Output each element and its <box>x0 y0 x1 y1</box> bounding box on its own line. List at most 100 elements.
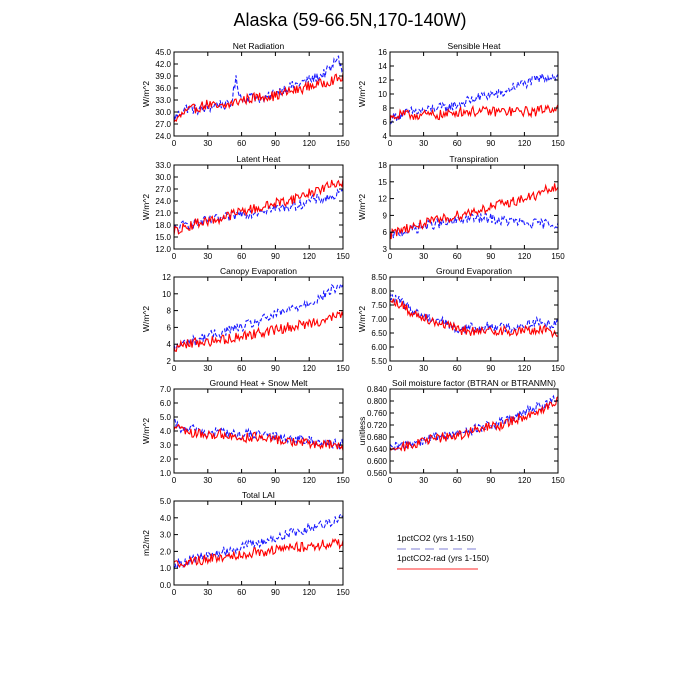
series-line-pctco2-rad <box>174 538 343 568</box>
y-tick-label: 6.0 <box>160 399 172 408</box>
y-tick-label: 8 <box>167 307 172 316</box>
x-tick-label: 90 <box>271 364 280 373</box>
y-tick-label: 5.50 <box>371 357 387 366</box>
y-tick-label: 39.0 <box>155 72 171 81</box>
y-tick-label: 12 <box>162 273 171 282</box>
plot-frame <box>389 276 559 362</box>
y-tick-label: 33.0 <box>155 96 171 105</box>
x-tick-label: 150 <box>551 252 565 261</box>
series-line-pctco2-rad <box>390 104 558 121</box>
legend-label: 1pctCO2-rad (yrs 1-150) <box>397 553 489 563</box>
panel-title: Total LAI <box>242 490 275 500</box>
x-tick-label: 0 <box>172 364 177 373</box>
x-tick-label: 30 <box>203 476 212 485</box>
panel-8: 0 30 60 90 120 150 0.0 1.0 2.0 3.0 4.0 5.0 Total LAI… <box>141 490 350 597</box>
y-tick-label: 27.0 <box>155 185 171 194</box>
y-tick-label: 12.0 <box>155 245 171 254</box>
y-tick-label: 3 <box>383 245 388 254</box>
y-tick-label: 8.50 <box>371 273 387 282</box>
y-tick-label: 30.0 <box>155 173 171 182</box>
y-tick-label: 8.00 <box>371 287 387 296</box>
series-line-pctco2 <box>390 212 558 239</box>
x-tick-label: 30 <box>203 252 212 261</box>
y-tick-label: 10 <box>162 290 171 299</box>
y-axis-label: W/m^2 <box>357 306 367 332</box>
series-line-pctco2-rad <box>390 183 558 240</box>
y-tick-label: 5.0 <box>160 413 172 422</box>
y-tick-label: 24.0 <box>155 197 171 206</box>
x-tick-label: 0 <box>388 139 393 148</box>
y-tick-label: 6 <box>167 323 172 332</box>
x-tick-label: 30 <box>203 139 212 148</box>
x-tick-label: 90 <box>271 476 280 485</box>
y-tick-label: 30.0 <box>155 108 171 117</box>
x-tick-label: 30 <box>419 476 428 485</box>
series-line-pctco2 <box>390 394 558 451</box>
y-tick-label: 0.0 <box>160 581 172 590</box>
y-axis-label: W/m^2 <box>357 194 367 220</box>
legend-label: 1pctCO2 (yrs 1-150) <box>397 533 474 543</box>
plot-frame <box>389 51 559 137</box>
x-tick-label: 90 <box>271 588 280 597</box>
x-tick-label: 150 <box>336 476 350 485</box>
panel-0: 0 30 60 90 120 150 24.0 27.0 30.0 33.0 36.0 39.0 42.… <box>141 41 350 148</box>
y-axis-label: unitless <box>357 417 367 446</box>
x-tick-label: 150 <box>551 139 565 148</box>
series-line-pctco2-rad <box>390 298 558 339</box>
y-tick-label: 0.800 <box>367 397 388 406</box>
series-line-pctco2-rad <box>390 396 558 452</box>
y-tick-label: 33.0 <box>155 161 171 170</box>
x-tick-label: 60 <box>453 252 462 261</box>
y-tick-label: 27.0 <box>155 120 171 129</box>
x-tick-label: 120 <box>518 139 532 148</box>
x-tick-label: 30 <box>419 364 428 373</box>
plot-frame <box>173 164 344 250</box>
series-line-pctco2-rad <box>174 310 343 352</box>
y-tick-label: 8 <box>383 104 388 113</box>
y-tick-label: 9 <box>383 211 388 220</box>
x-tick-label: 90 <box>486 252 495 261</box>
x-tick-label: 30 <box>419 139 428 148</box>
y-tick-label: 6.00 <box>371 343 387 352</box>
y-tick-label: 3.0 <box>160 531 172 540</box>
x-tick-label: 30 <box>419 252 428 261</box>
y-tick-label: 6 <box>383 118 388 127</box>
y-tick-label: 18 <box>378 161 387 170</box>
y-tick-label: 6.50 <box>371 329 387 338</box>
x-tick-label: 150 <box>336 139 350 148</box>
plot-frame <box>173 51 344 137</box>
series-line-pctco2 <box>174 282 343 350</box>
y-tick-label: 16 <box>378 48 387 57</box>
panel-title: Canopy Evaporation <box>220 266 297 276</box>
y-tick-label: 12 <box>378 195 387 204</box>
x-tick-label: 0 <box>172 588 177 597</box>
x-tick-label: 60 <box>237 476 246 485</box>
panel-title: Latent Heat <box>237 154 282 164</box>
y-tick-label: 4 <box>383 132 388 141</box>
y-tick-label: 42.0 <box>155 60 171 69</box>
x-tick-label: 90 <box>271 139 280 148</box>
panel-6: 0 30 60 90 120 150 1.0 2.0 3.0 4.0 5.0 6.0 7.0 Ground… <box>141 378 350 485</box>
y-tick-label: 0.840 <box>367 385 388 394</box>
y-axis-label: W/m^2 <box>141 306 151 332</box>
legend: 1pctCO2 (yrs 1-150) 1pctCO2-rad (yrs 1-15… <box>397 533 489 570</box>
x-tick-label: 120 <box>303 364 317 373</box>
y-tick-label: 10 <box>378 90 387 99</box>
y-tick-label: 2 <box>167 357 172 366</box>
series-line-pctco2-rad <box>174 73 343 123</box>
y-axis-label: W/m^2 <box>141 194 151 220</box>
x-tick-label: 90 <box>486 364 495 373</box>
y-tick-label: 0.640 <box>367 445 388 454</box>
x-tick-label: 0 <box>388 252 393 261</box>
x-tick-label: 30 <box>203 364 212 373</box>
y-tick-label: 12 <box>378 76 387 85</box>
y-tick-label: 0.680 <box>367 433 388 442</box>
x-tick-label: 60 <box>237 588 246 597</box>
x-tick-label: 60 <box>237 139 246 148</box>
x-tick-label: 120 <box>303 588 317 597</box>
y-tick-label: 1.0 <box>160 564 172 573</box>
x-tick-label: 60 <box>237 364 246 373</box>
y-axis-label: W/m^2 <box>357 81 367 107</box>
series-line-pctco2 <box>174 513 343 570</box>
